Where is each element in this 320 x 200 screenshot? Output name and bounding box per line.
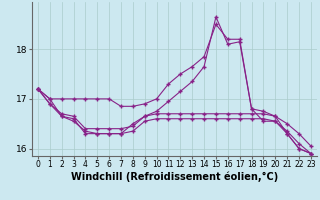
X-axis label: Windchill (Refroidissement éolien,°C): Windchill (Refroidissement éolien,°C) <box>71 172 278 182</box>
